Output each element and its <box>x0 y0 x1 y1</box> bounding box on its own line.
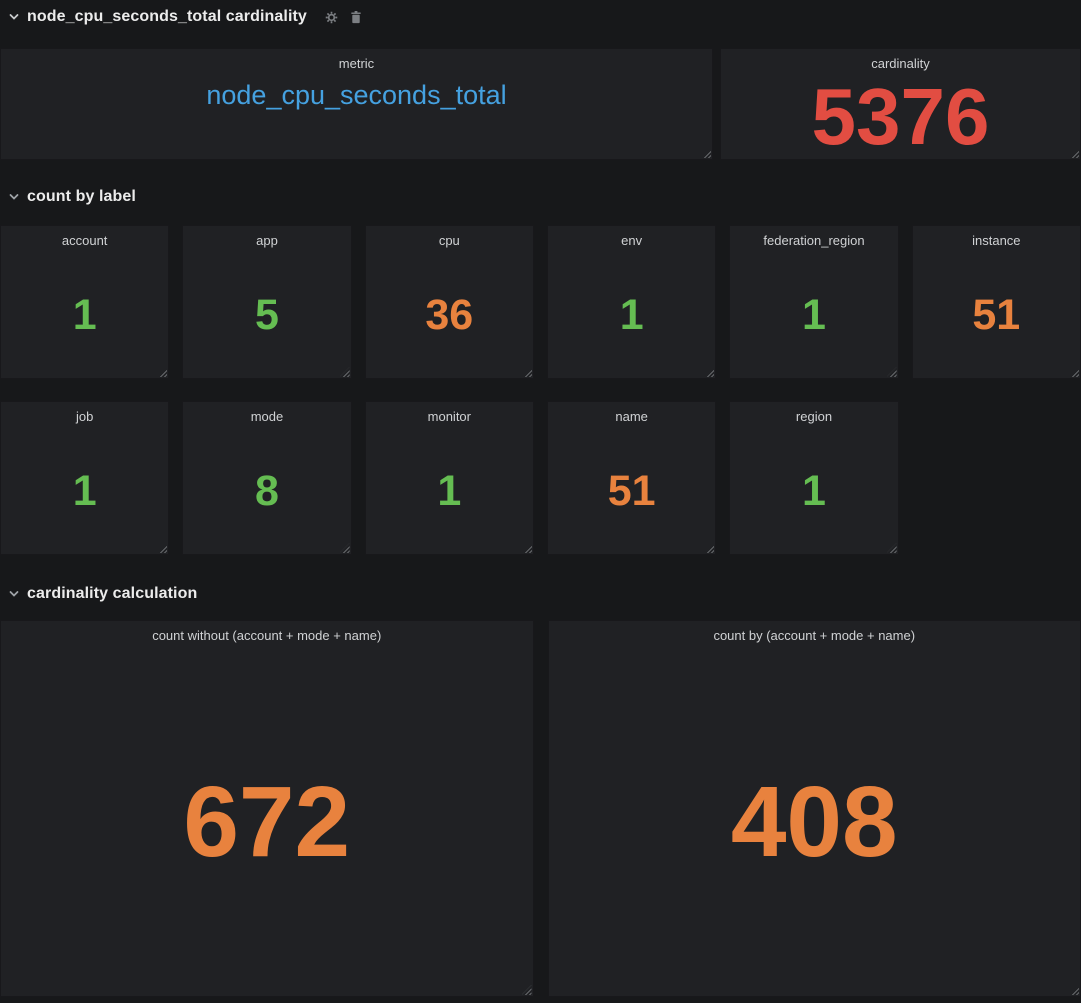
resize-handle[interactable] <box>339 367 350 377</box>
resize-handle[interactable] <box>521 543 532 553</box>
value-wrap: 8 <box>183 428 350 554</box>
row-header-main: node_cpu_seconds_total cardinality <box>0 0 1081 34</box>
stat-value: 51 <box>607 466 656 515</box>
resize-handle[interactable] <box>704 367 715 377</box>
value-wrap: 1 <box>1 428 168 554</box>
panel-title[interactable]: name <box>615 409 648 424</box>
trash-icon[interactable] <box>350 10 362 24</box>
panel-title[interactable]: cpu <box>438 233 460 248</box>
chevron-down-icon[interactable] <box>7 10 21 24</box>
singlestat-panel-app: app 5 <box>182 225 352 379</box>
value-wrap: 408 <box>549 647 1081 996</box>
panel-title[interactable]: env <box>621 233 643 248</box>
singlestat-panel-count-without: count without (account + mode + name) 67… <box>0 620 534 997</box>
value-wrap: 672 <box>1 647 533 996</box>
singlestat-panel-monitor: monitor 1 <box>364 401 534 555</box>
panel-title[interactable]: mode <box>250 409 284 424</box>
count-by-label-grid: account 1 app 5 cpu 36 env 1 <box>0 225 1081 555</box>
singlestat-panel-name: name 51 <box>546 401 717 555</box>
value-wrap: 1 <box>366 428 533 554</box>
calculation-panel-row: count without (account + mode + name) 67… <box>0 620 1081 997</box>
resize-handle[interactable] <box>339 543 350 553</box>
metric-name-link[interactable]: node_cpu_seconds_total <box>206 80 507 110</box>
panel-title-cardinality[interactable]: cardinality <box>871 56 930 71</box>
metric-panel: metric node_cpu_seconds_total <box>0 48 713 160</box>
resize-handle[interactable] <box>701 148 711 158</box>
row-header-count-by-label: count by label <box>0 180 1081 214</box>
value-wrap: 5 <box>183 252 350 378</box>
panel-title[interactable]: account <box>61 233 108 248</box>
value-wrap: 51 <box>913 252 1080 378</box>
value-wrap: 1 <box>548 252 715 378</box>
stat-value: 1 <box>72 466 97 515</box>
singlestat-panel-account: account 1 <box>0 225 170 379</box>
panel-title[interactable]: federation_region <box>763 233 865 248</box>
panel-title[interactable]: job <box>75 409 94 424</box>
chevron-down-icon[interactable] <box>7 587 21 601</box>
resize-handle[interactable] <box>157 543 168 553</box>
panel-title[interactable]: instance <box>972 233 1021 248</box>
resize-handle[interactable] <box>521 367 532 377</box>
stat-value: 672 <box>183 765 351 878</box>
singlestat-panel-job: job 1 <box>0 401 170 555</box>
top-panel-row: metric node_cpu_seconds_total cardinalit… <box>0 48 1081 160</box>
stat-value: 1 <box>72 290 97 339</box>
row-title-calculation[interactable]: cardinality calculation <box>27 585 198 602</box>
stat-value: 1 <box>802 466 826 515</box>
panel-title[interactable]: region <box>795 409 833 424</box>
singlestat-panel-env: env 1 <box>546 225 717 379</box>
stat-value: 1 <box>802 290 826 339</box>
singlestat-panel-instance: instance 51 <box>911 225 1081 379</box>
singlestat-panel-region: region 1 <box>729 401 899 555</box>
resize-handle[interactable] <box>704 543 715 553</box>
resize-handle[interactable] <box>157 367 168 377</box>
resize-handle[interactable] <box>521 985 532 995</box>
panel-title-metric[interactable]: metric <box>338 56 375 71</box>
resize-handle[interactable] <box>1069 148 1079 158</box>
value-wrap: 1 <box>730 252 897 378</box>
singlestat-panel-federation-region: federation_region 1 <box>729 225 899 379</box>
stat-value: 51 <box>972 290 1021 339</box>
chevron-down-icon[interactable] <box>7 190 21 204</box>
stat-value: 5 <box>255 290 279 339</box>
row-actions <box>325 10 362 24</box>
stat-value: 1 <box>619 290 644 339</box>
row-title-main[interactable]: node_cpu_seconds_total cardinality <box>27 8 307 25</box>
singlestat-panel-cpu: cpu 36 <box>364 225 534 379</box>
value-wrap: 51 <box>548 428 715 554</box>
resize-handle[interactable] <box>1068 367 1079 377</box>
stat-value: 408 <box>730 765 898 878</box>
row-title-count-by-label[interactable]: count by label <box>27 188 136 205</box>
cardinality-panel: cardinality 5376 <box>720 48 1081 160</box>
row-header-calculation: cardinality calculation <box>0 577 1081 611</box>
resize-handle[interactable] <box>1069 985 1079 995</box>
cardinality-value: 5376 <box>811 72 990 161</box>
panel-title[interactable]: monitor <box>427 409 471 424</box>
stat-value: 36 <box>425 290 474 339</box>
stat-value: 8 <box>255 466 279 515</box>
cardinality-value-wrap: 5376 <box>721 75 1080 159</box>
value-wrap: 36 <box>366 252 533 378</box>
stat-value: 1 <box>437 466 462 515</box>
singlestat-panel-count-by: count by (account + mode + name) 408 <box>547 620 1081 997</box>
singlestat-panel-mode: mode 8 <box>182 401 352 555</box>
value-wrap: 1 <box>1 252 168 378</box>
gear-icon[interactable] <box>325 11 338 24</box>
value-wrap: 1 <box>730 428 897 554</box>
panel-title[interactable]: app <box>256 233 278 248</box>
resize-handle[interactable] <box>886 367 897 377</box>
metric-value-wrap: node_cpu_seconds_total <box>1 75 712 159</box>
resize-handle[interactable] <box>886 543 897 553</box>
panel-title[interactable]: count without (account + mode + name) <box>152 628 382 643</box>
panel-title[interactable]: count by (account + mode + name) <box>713 628 916 643</box>
